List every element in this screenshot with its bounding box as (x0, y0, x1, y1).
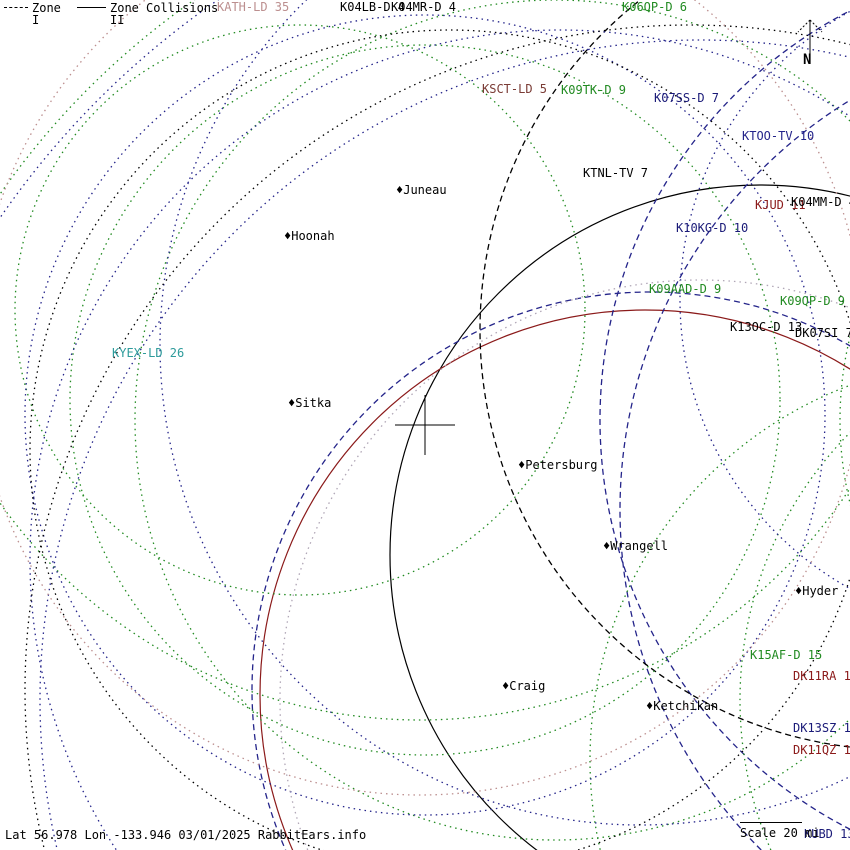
zone1-dashed-line-sample (4, 7, 28, 8)
contour-circle-navy-dotted (29, 29, 850, 850)
contour-circle-black-dotted (29, 29, 850, 850)
contour-circle-black-dashed (479, 0, 850, 748)
station-label: KTOO-TV 10 (742, 129, 815, 143)
contour-circle-green-dotted (69, 44, 781, 756)
contour-circle-rosy-dotted (0, 0, 850, 796)
station-label: DK13SZ 13 (793, 721, 850, 735)
city-label: ♦Juneau (396, 183, 447, 197)
station-label: KUBD 13 (804, 827, 850, 841)
city-label: ♦Ketchikan (646, 699, 719, 713)
status-coordinates-text: Lat 56.978 Lon -133.946 03/01/2025 Rabbi… (5, 828, 367, 842)
contour-circle-navy-dotted (24, 14, 826, 816)
legend-zone2-label: Zone II (110, 1, 139, 27)
station-label: K10KG-D 10 (676, 221, 749, 235)
station-label: K04MR-D 4 (391, 0, 457, 14)
station-label: DK07SI 7 (795, 326, 850, 340)
station-label: DK11RA 11 (793, 669, 850, 683)
station-label: K13OC-D 13 (730, 320, 803, 334)
station-label: K04MM-D 4 (791, 195, 850, 209)
station-label: K07SS-D 7 (654, 91, 720, 105)
station-label: KJUD 11 (755, 198, 806, 212)
station-label: K09TK-D 9 (561, 83, 627, 97)
contour-circle-green-dotted (0, 486, 850, 721)
contour-circle-green-dotted (134, 0, 850, 841)
city-label: ♦Petersburg (518, 458, 598, 472)
station-label: K09QP-D 9 (780, 294, 846, 308)
city-label: ♦Hyder (795, 584, 839, 598)
contour-circle-navy-dashed (599, 10, 850, 830)
contour-circle-black-solid (389, 184, 850, 850)
city-label: ♦Wrangell (603, 539, 669, 553)
north-arrow: N (790, 14, 832, 76)
city-label: ♦Craig (502, 679, 546, 693)
contour-circle-navy-dotted (159, 0, 850, 826)
station-label: K15AF-D 15 (750, 648, 823, 662)
legend-zone1-label: Zone I (32, 1, 61, 27)
station-label: K04LB-D 4 (340, 0, 406, 14)
contour-circle-green-dotted (14, 24, 586, 596)
north-label: N (803, 52, 812, 68)
legend-collisions-label: Collisions (146, 1, 219, 15)
station-label: KTNL-TV 7 (583, 166, 649, 180)
station-label: KYEX-LD 26 (112, 346, 185, 360)
contour-circle-black-dotted (24, 24, 850, 850)
station-label: K06QP-D 6 (622, 0, 688, 14)
station-label: DK11QZ 11 (793, 743, 850, 757)
station-label: KATH-LD 35 (217, 0, 290, 14)
scale-label: Scale 20 mi (740, 826, 820, 840)
city-label: ♦Sitka (288, 396, 332, 410)
contour-circle-navy-dashed (251, 291, 850, 850)
scale-bar (740, 822, 802, 823)
north-arrow-icon (797, 19, 823, 54)
contour-circle-darkred-solid (259, 309, 850, 850)
contour-circle-green-dotted (839, 334, 850, 506)
station-label: K09AAD-D 9 (649, 282, 722, 296)
city-label: ♦Hoonah (284, 229, 335, 243)
zone2-solid-line-sample (77, 7, 106, 8)
station-label: KSCT-LD 5 (482, 82, 548, 96)
